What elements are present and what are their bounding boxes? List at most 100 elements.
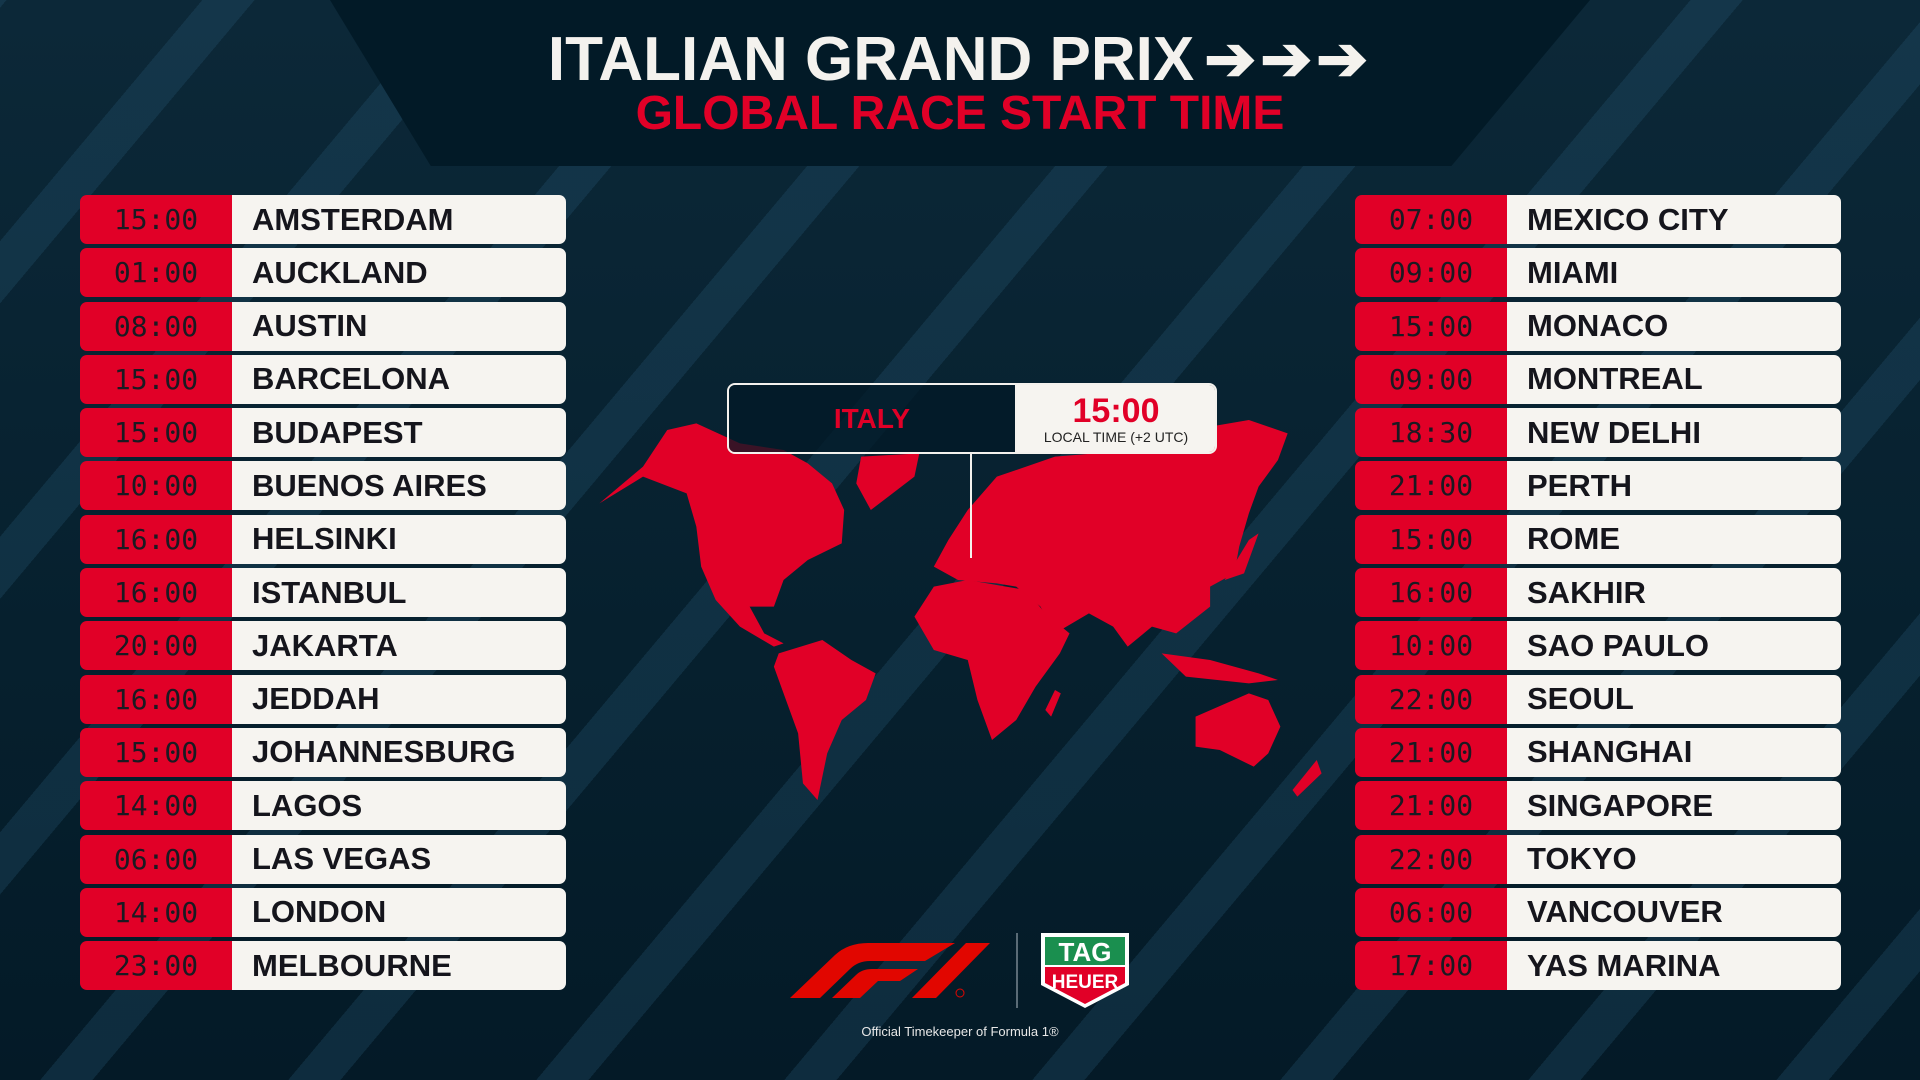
race-time: 16:00 — [80, 568, 232, 618]
city-name: BARCELONA — [232, 354, 566, 404]
city-row[interactable]: 21:00 PERTH — [1355, 461, 1841, 511]
city-name: MONACO — [1507, 301, 1841, 351]
race-time: 15:00 — [80, 195, 232, 244]
city-name: LONDON — [232, 887, 566, 937]
city-name: MONTREAL — [1507, 354, 1841, 404]
local-time-panel: 15:00 LOCAL TIME (+2 UTC) — [1017, 385, 1215, 452]
city-row[interactable]: 16:00 JEDDAH — [80, 674, 566, 724]
city-row[interactable]: 18:30 NEW DELHI — [1355, 408, 1841, 458]
official-timekeeper-text: Official Timekeeper of Formula 1® — [861, 1024, 1059, 1039]
city-row[interactable]: 16:00 SAKHIR — [1355, 568, 1841, 618]
race-time: 17:00 — [1355, 941, 1507, 991]
race-time: 18:30 — [1355, 408, 1507, 458]
city-row[interactable]: 21:00 SINGAPORE — [1355, 781, 1841, 831]
race-time: 16:00 — [1355, 568, 1507, 618]
city-row[interactable]: 06:00 VANCOUVER — [1355, 887, 1841, 937]
city-name: JAKARTA — [232, 621, 566, 671]
map-madagascar — [1045, 690, 1061, 717]
city-row[interactable]: 14:00 LAGOS — [80, 781, 566, 831]
city-row[interactable]: 15:00 ROME — [1355, 514, 1841, 564]
race-time: 22:00 — [1355, 834, 1507, 884]
race-time: 15:00 — [1355, 514, 1507, 564]
city-name: ISTANBUL — [232, 568, 566, 618]
race-time: 14:00 — [80, 781, 232, 831]
city-row[interactable]: 01:00 AUCKLAND — [80, 248, 566, 298]
city-row[interactable]: 15:00 AMSTERDAM — [80, 195, 566, 244]
race-time: 21:00 — [1355, 781, 1507, 831]
map-australia — [1195, 693, 1281, 767]
map-greenland — [856, 453, 920, 510]
city-row[interactable]: 09:00 MIAMI — [1355, 248, 1841, 298]
race-time: 15:00 — [80, 354, 232, 404]
title-text: ITALIAN GRAND PRIX — [547, 25, 1195, 94]
map-south-america — [773, 640, 876, 800]
city-name: SAO PAULO — [1507, 621, 1841, 671]
city-row[interactable]: 07:00 MEXICO CITY — [1355, 195, 1841, 244]
city-name: LAGOS — [232, 781, 566, 831]
city-row[interactable]: 16:00 HELSINKI — [80, 514, 566, 564]
map-africa — [914, 580, 1070, 740]
right-city-list: 07:00 MEXICO CITY 09:00 MIAMI 15:00 MONACO 09:… — [1355, 195, 1841, 994]
svg-text:HEUER: HEUER — [1052, 972, 1119, 993]
map-north-america — [599, 423, 845, 647]
city-name: NEW DELHI — [1507, 408, 1841, 458]
city-name: ROME — [1507, 514, 1841, 564]
city-row[interactable]: 10:00 SAO PAULO — [1355, 621, 1841, 671]
city-name: TOKYO — [1507, 834, 1841, 884]
race-time: 14:00 — [80, 887, 232, 937]
race-time: 10:00 — [80, 461, 232, 511]
local-time-label: LOCAL TIME (+2 UTC) — [1043, 428, 1189, 445]
city-row[interactable]: 15:00 MONACO — [1355, 301, 1841, 351]
city-name: SAKHIR — [1507, 568, 1841, 618]
city-name: HELSINKI — [232, 514, 566, 564]
page-title: ITALIAN GRAND PRIX ➔➔➔ — [0, 22, 1920, 95]
svg-text:TAG: TAG — [1059, 937, 1112, 967]
city-name: SINGAPORE — [1507, 781, 1841, 831]
tag-heuer-logo: TAG HEUER — [1041, 933, 1129, 1008]
city-row[interactable]: 21:00 SHANGHAI — [1355, 727, 1841, 777]
race-time: 10:00 — [1355, 621, 1507, 671]
race-time: 06:00 — [1355, 887, 1507, 937]
city-row[interactable]: 22:00 SEOUL — [1355, 674, 1841, 724]
city-name: YAS MARINA — [1507, 941, 1841, 991]
map-new-zealand — [1292, 760, 1322, 797]
city-row[interactable]: 06:00 LAS VEGAS — [80, 834, 566, 884]
race-time: 23:00 — [80, 941, 232, 991]
city-row[interactable]: 15:00 BARCELONA — [80, 354, 566, 404]
race-time: 21:00 — [1355, 727, 1507, 777]
city-row[interactable]: 23:00 MELBOURNE — [80, 941, 566, 991]
city-row[interactable]: 09:00 MONTREAL — [1355, 354, 1841, 404]
city-name: AUSTIN — [232, 301, 566, 351]
city-row[interactable]: 14:00 LONDON — [80, 887, 566, 937]
race-time: 21:00 — [1355, 461, 1507, 511]
city-row[interactable]: 17:00 YAS MARINA — [1355, 941, 1841, 991]
city-name: MIAMI — [1507, 248, 1841, 298]
race-time: 08:00 — [80, 301, 232, 351]
race-time: 16:00 — [80, 514, 232, 564]
city-row[interactable]: 08:00 AUSTIN — [80, 301, 566, 351]
logo-divider — [1016, 933, 1018, 1008]
city-name: VANCOUVER — [1507, 887, 1841, 937]
city-name: SEOUL — [1507, 674, 1841, 724]
city-name: MEXICO CITY — [1507, 195, 1841, 244]
city-row[interactable]: 16:00 ISTANBUL — [80, 568, 566, 618]
page-subtitle: GLOBAL RACE START TIME — [635, 87, 1285, 140]
city-name: MELBOURNE — [232, 941, 566, 991]
city-row[interactable]: 15:00 JOHANNESBURG — [80, 727, 566, 777]
city-row[interactable]: 10:00 BUENOS AIRES — [80, 461, 566, 511]
city-name: LAS VEGAS — [232, 834, 566, 884]
f1-logo — [790, 943, 990, 998]
local-time: 15:00 — [1072, 391, 1160, 430]
city-row[interactable]: 20:00 JAKARTA — [80, 621, 566, 671]
selected-location-box: ITALY 15:00 LOCAL TIME (+2 UTC) — [727, 383, 1217, 454]
race-time: 09:00 — [1355, 248, 1507, 298]
city-name: AMSTERDAM — [232, 195, 566, 244]
race-time: 22:00 — [1355, 674, 1507, 724]
arrow-icons: ➔➔➔ — [1204, 25, 1373, 94]
map-japan — [1224, 533, 1259, 580]
race-time: 09:00 — [1355, 354, 1507, 404]
city-name: BUDAPEST — [232, 408, 566, 458]
city-row[interactable]: 22:00 TOKYO — [1355, 834, 1841, 884]
city-row[interactable]: 15:00 BUDAPEST — [80, 408, 566, 458]
city-name: JEDDAH — [232, 674, 566, 724]
